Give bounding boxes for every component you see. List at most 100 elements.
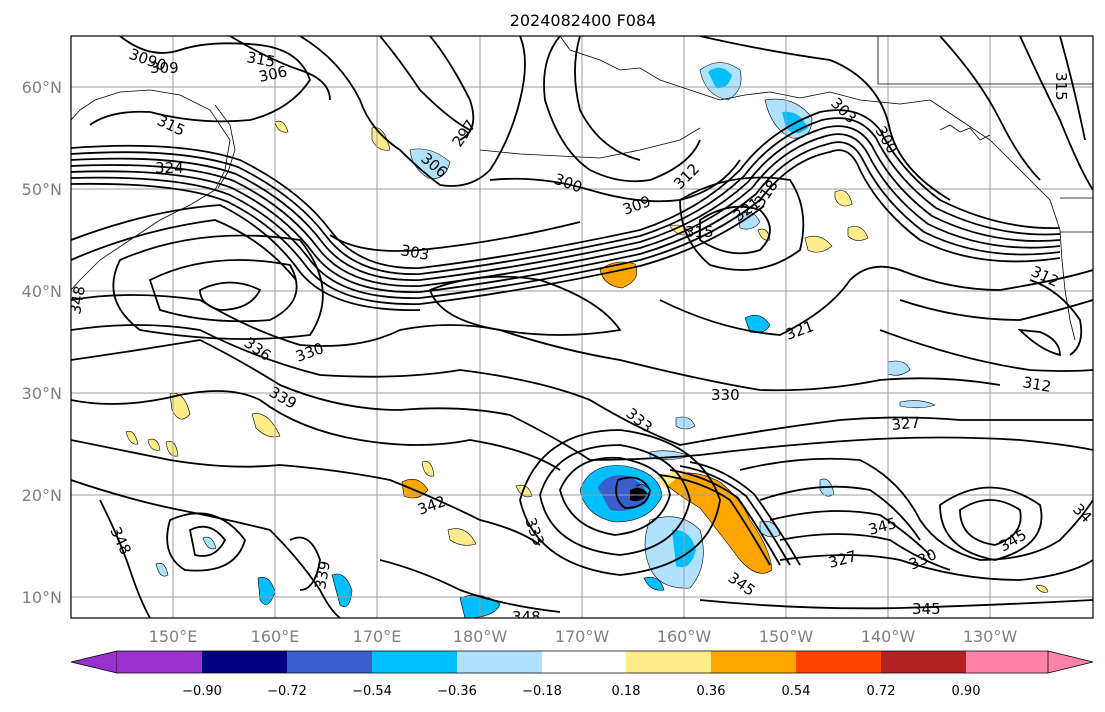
c-303 [329, 221, 581, 252]
c-cyclone-inner [615, 476, 651, 509]
shade-yellow-e [274, 120, 289, 133]
c-cyclone-2 [539, 444, 691, 556]
gridlines [71, 36, 1093, 618]
lon-tick-label: 130°W [963, 627, 1018, 646]
c-ne-3 [1019, 36, 1093, 191]
c-se-3 [769, 510, 931, 556]
c-north-2 [229, 36, 331, 101]
c-mid-loop1 [199, 281, 262, 311]
c-300 [489, 159, 741, 203]
c-north-1 [89, 36, 311, 126]
contour-label: 348 [66, 284, 89, 315]
colorbar-label: −0.54 [352, 684, 392, 699]
c-south-4 [289, 536, 321, 591]
jet-4 [71, 133, 1061, 287]
lat-tick-label: 40°N [22, 282, 62, 301]
contour-label: 324 [155, 159, 184, 177]
contour-label: 309 [150, 59, 179, 77]
lon-axis: 150°E 160°E 170°E 180°W 170°W 160°W 150°… [149, 627, 1018, 646]
shade-orange-front-outer [657, 472, 773, 574]
shade-blue-bering [409, 148, 451, 179]
shade-blue-cyclone-mid [598, 475, 647, 511]
c-front-1 [659, 474, 771, 566]
c-south-2 [188, 525, 227, 557]
shade-blue-ne [737, 211, 761, 230]
c-321 [659, 265, 1093, 336]
c-ne-1 [699, 36, 951, 201]
shade-yellow-j [447, 528, 477, 546]
contour-label: 303 [399, 241, 430, 264]
contour-label: 339 [311, 559, 334, 590]
colorbar-label: 0.36 [697, 684, 726, 699]
colorbar-label: −0.18 [522, 684, 562, 699]
c-ne-2 [939, 36, 1041, 181]
c-north-7 [574, 36, 641, 161]
c-se-loop [959, 499, 1022, 546]
lon-tick-label: 180°W [453, 627, 508, 646]
shade-yellow-i [421, 461, 435, 477]
colorbar-extend-low [70, 650, 118, 674]
shade-blue-sw5 [202, 536, 217, 550]
c-se-loop2 [939, 486, 1043, 561]
contours [71, 36, 1093, 618]
contour-label: 327 [891, 414, 921, 434]
c-336 [71, 339, 1093, 461]
coast-hawaii1 [635, 483, 649, 489]
colorbar-bin [966, 651, 1048, 673]
c-345-south [699, 599, 1093, 610]
colorbar-extend-high [1047, 650, 1094, 674]
shade-blue-sw4 [155, 562, 169, 577]
lat-tick-label: 10°N [22, 588, 62, 607]
contour-label: 315 [685, 223, 714, 241]
c-north-3 [299, 36, 526, 187]
contour-label: 348 [512, 608, 541, 626]
colorbar: −0.90 −0.72 −0.54 −0.36 −0.18 0.18 0.36 … [70, 650, 1094, 699]
map-frame [70, 35, 1094, 619]
lat-axis: 60°N 50°N 40°N 30°N 20°N 10°N [22, 78, 62, 607]
lat-tick-label: 60°N [22, 78, 62, 97]
shade-yellow-c [834, 190, 853, 207]
c-east-2 [879, 329, 1093, 372]
lon-tick-label: 160°W [657, 627, 712, 646]
shade-yellow-n [147, 438, 161, 451]
c-se-5 [779, 554, 1093, 581]
lon-tick-label: 160°E [251, 627, 300, 646]
contour-label: 312 [1021, 373, 1052, 396]
shade-yellow-k [515, 484, 533, 498]
c-mid-loop2 [148, 259, 298, 323]
c-ne-loop2 [679, 176, 805, 271]
c-342 [71, 439, 541, 546]
colorbar-label: −0.36 [437, 684, 477, 699]
colorbar-bin [626, 651, 711, 673]
contour-label: 315 [245, 48, 276, 71]
c-cyclone-3 [519, 429, 721, 576]
shade-blue-b [887, 360, 911, 376]
jet-6 [71, 149, 1061, 299]
colorbar-bin [117, 651, 202, 673]
shade-blue-alaska-core [708, 67, 732, 89]
coast-aleutians [479, 127, 701, 159]
colorbar-bin [796, 651, 881, 673]
c-south-1 [379, 559, 561, 613]
colorbar-bin [711, 651, 796, 673]
c-east-3 [1017, 328, 1061, 357]
colorbar-bin [202, 651, 287, 673]
lon-tick-label: 150°E [149, 627, 198, 646]
colorbar-label: −0.90 [182, 684, 222, 699]
jet-2 [71, 117, 1061, 275]
jet-5 [71, 141, 1061, 293]
jet-3 [71, 125, 1061, 281]
c-north-6 [543, 36, 701, 183]
c-348 [99, 499, 151, 618]
coast-alaska [559, 36, 931, 105]
contour-label: 306 [257, 62, 289, 86]
lon-tick-label: 150°W [759, 627, 814, 646]
c-333 [71, 324, 1093, 446]
coastlines [71, 36, 1093, 489]
contour-label: 315 [1052, 72, 1070, 101]
colorbar-bin [457, 651, 542, 673]
shade-yellow-m [125, 430, 139, 445]
c-se-1 [739, 457, 1093, 561]
c-front-4 [689, 461, 801, 566]
shade-yellow-g [251, 413, 281, 438]
